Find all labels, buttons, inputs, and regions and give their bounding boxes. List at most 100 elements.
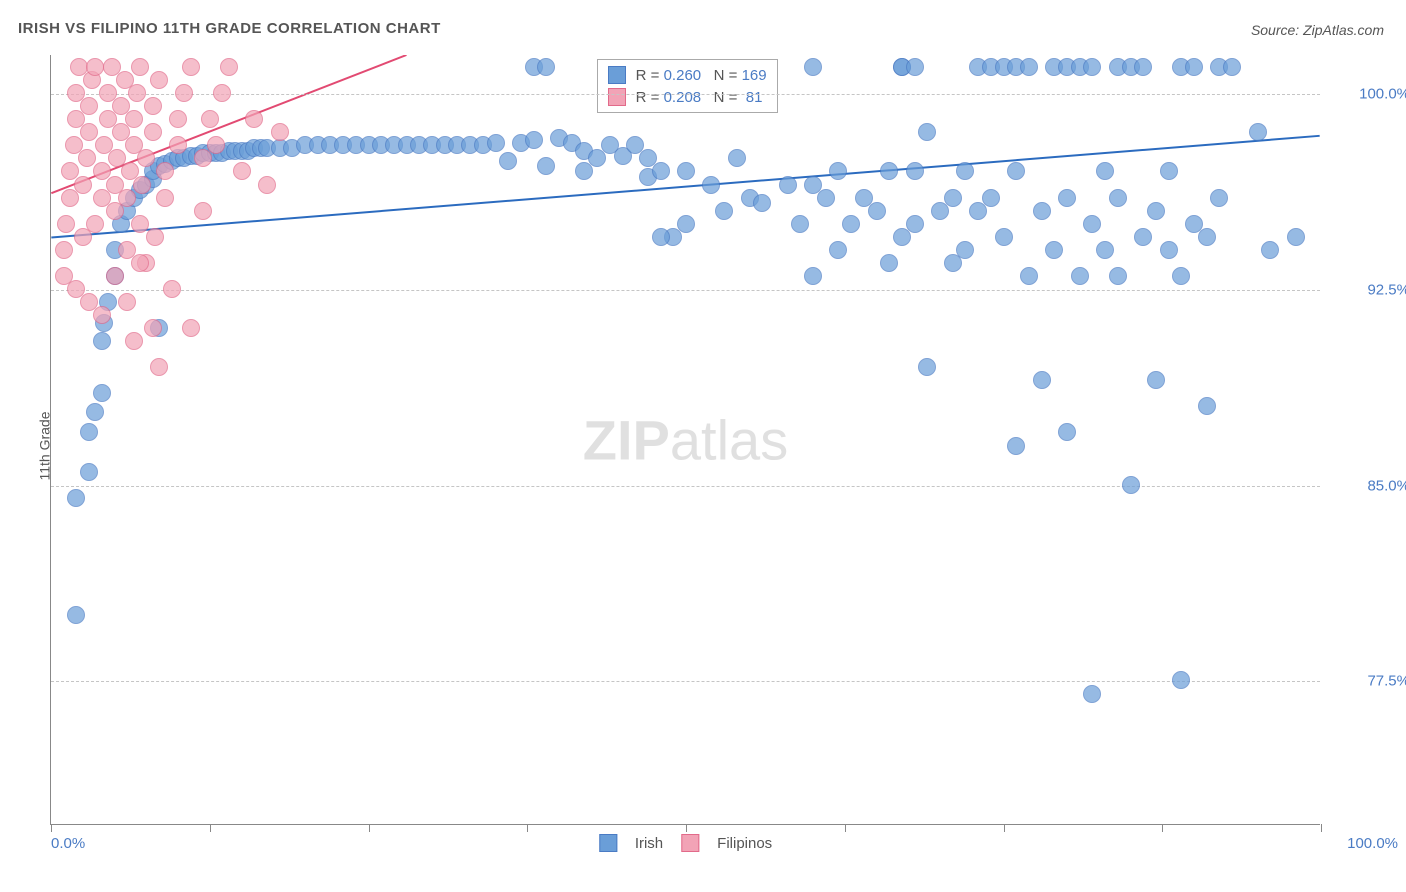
scatter-point <box>829 241 847 259</box>
watermark: ZIPatlas <box>583 407 788 472</box>
scatter-point <box>233 162 251 180</box>
scatter-point <box>131 215 149 233</box>
scatter-point <box>1223 58 1241 76</box>
series-legend: IrishFilipinos <box>599 834 772 852</box>
scatter-point <box>880 254 898 272</box>
scatter-point <box>175 84 193 102</box>
scatter-point <box>1083 58 1101 76</box>
scatter-point <box>271 123 289 141</box>
scatter-point <box>1109 267 1127 285</box>
scatter-point <box>106 267 124 285</box>
scatter-point <box>1020 267 1038 285</box>
scatter-point <box>652 228 670 246</box>
scatter-point <box>715 202 733 220</box>
scatter-point <box>487 134 505 152</box>
scatter-point <box>150 358 168 376</box>
scatter-point <box>1210 189 1228 207</box>
scatter-point <box>1096 241 1114 259</box>
scatter-point <box>86 215 104 233</box>
scatter-point <box>1134 58 1152 76</box>
scatter-point <box>245 110 263 128</box>
scatter-point <box>86 403 104 421</box>
legend-row: R = 0.260 N = 169 <box>608 64 767 86</box>
scatter-point <box>1007 437 1025 455</box>
scatter-point <box>995 228 1013 246</box>
scatter-point <box>57 215 75 233</box>
x-tick <box>51 824 52 832</box>
scatter-point <box>537 58 555 76</box>
scatter-point <box>1198 228 1216 246</box>
scatter-point <box>125 110 143 128</box>
scatter-point <box>67 606 85 624</box>
scatter-point <box>80 123 98 141</box>
scatter-point <box>125 332 143 350</box>
scatter-point <box>1083 215 1101 233</box>
scatter-point <box>144 319 162 337</box>
x-tick <box>1321 824 1322 832</box>
scatter-point <box>804 267 822 285</box>
scatter-point <box>67 489 85 507</box>
scatter-point <box>131 254 149 272</box>
scatter-point <box>918 123 936 141</box>
scatter-point <box>1249 123 1267 141</box>
scatter-point <box>163 280 181 298</box>
scatter-point <box>1083 685 1101 703</box>
gridline <box>51 94 1320 95</box>
scatter-point <box>1147 202 1165 220</box>
scatter-point <box>1058 423 1076 441</box>
scatter-point <box>55 241 73 259</box>
legend-swatch <box>608 66 626 84</box>
scatter-point <box>213 84 231 102</box>
y-tick-label: 77.5% <box>1330 673 1406 690</box>
scatter-point <box>1045 241 1063 259</box>
scatter-point <box>80 463 98 481</box>
scatter-point <box>133 176 151 194</box>
scatter-point <box>906 58 924 76</box>
scatter-point <box>169 136 187 154</box>
plot-area: ZIPatlas R = 0.260 N = 169 R = 0.208 N =… <box>50 55 1320 825</box>
scatter-point <box>537 157 555 175</box>
scatter-point <box>982 189 1000 207</box>
scatter-point <box>499 152 517 170</box>
gridline <box>51 681 1320 682</box>
x-tick <box>210 824 211 832</box>
scatter-point <box>80 423 98 441</box>
scatter-point <box>575 162 593 180</box>
scatter-point <box>156 162 174 180</box>
scatter-point <box>144 97 162 115</box>
scatter-point <box>702 176 720 194</box>
chart-title: IRISH VS FILIPINO 11TH GRADE CORRELATION… <box>18 20 441 37</box>
scatter-point <box>1122 476 1140 494</box>
x-tick <box>369 824 370 832</box>
source-label: Source: ZipAtlas.com <box>1251 22 1384 38</box>
scatter-point <box>1198 397 1216 415</box>
x-axis-min-label: 0.0% <box>51 835 85 852</box>
scatter-point <box>918 358 936 376</box>
scatter-point <box>118 189 136 207</box>
scatter-point <box>753 194 771 212</box>
scatter-point <box>677 162 695 180</box>
scatter-point <box>131 58 149 76</box>
legend-text: R = 0.208 N = 81 <box>636 89 763 106</box>
y-tick-label: 85.0% <box>1330 477 1406 494</box>
x-tick <box>1004 824 1005 832</box>
scatter-point <box>78 149 96 167</box>
scatter-point <box>182 319 200 337</box>
scatter-point <box>1172 671 1190 689</box>
scatter-point <box>1160 162 1178 180</box>
scatter-point <box>80 97 98 115</box>
scatter-point <box>169 110 187 128</box>
scatter-point <box>728 149 746 167</box>
scatter-point <box>144 123 162 141</box>
scatter-point <box>93 384 111 402</box>
scatter-point <box>956 162 974 180</box>
scatter-point <box>201 110 219 128</box>
scatter-point <box>868 202 886 220</box>
scatter-point <box>906 215 924 233</box>
scatter-point <box>1007 162 1025 180</box>
scatter-point <box>1160 241 1178 259</box>
scatter-point <box>1172 267 1190 285</box>
scatter-point <box>1058 189 1076 207</box>
scatter-point <box>1147 371 1165 389</box>
scatter-point <box>677 215 695 233</box>
